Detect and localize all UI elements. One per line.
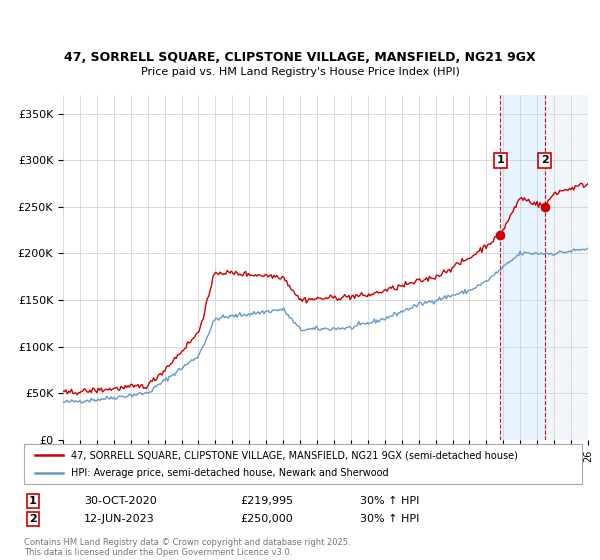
Text: 12-JUN-2023: 12-JUN-2023	[84, 514, 155, 524]
Text: 47, SORRELL SQUARE, CLIPSTONE VILLAGE, MANSFIELD, NG21 9GX: 47, SORRELL SQUARE, CLIPSTONE VILLAGE, M…	[64, 52, 536, 64]
Text: Price paid vs. HM Land Registry's House Price Index (HPI): Price paid vs. HM Land Registry's House …	[140, 67, 460, 77]
Text: 1: 1	[29, 496, 37, 506]
Text: Contains HM Land Registry data © Crown copyright and database right 2025.
This d: Contains HM Land Registry data © Crown c…	[24, 538, 350, 557]
Text: 30% ↑ HPI: 30% ↑ HPI	[360, 496, 419, 506]
Text: HPI: Average price, semi-detached house, Newark and Sherwood: HPI: Average price, semi-detached house,…	[71, 468, 389, 478]
Text: 30-OCT-2020: 30-OCT-2020	[84, 496, 157, 506]
Text: 2: 2	[541, 155, 548, 165]
Text: 30% ↑ HPI: 30% ↑ HPI	[360, 514, 419, 524]
Text: £250,000: £250,000	[240, 514, 293, 524]
Bar	[545, 95, 588, 440]
Bar	[500, 95, 545, 440]
Text: £219,995: £219,995	[240, 496, 293, 506]
Text: 47, SORRELL SQUARE, CLIPSTONE VILLAGE, MANSFIELD, NG21 9GX (semi-detached house): 47, SORRELL SQUARE, CLIPSTONE VILLAGE, M…	[71, 450, 518, 460]
Text: 2: 2	[29, 514, 37, 524]
Text: 1: 1	[497, 155, 505, 165]
